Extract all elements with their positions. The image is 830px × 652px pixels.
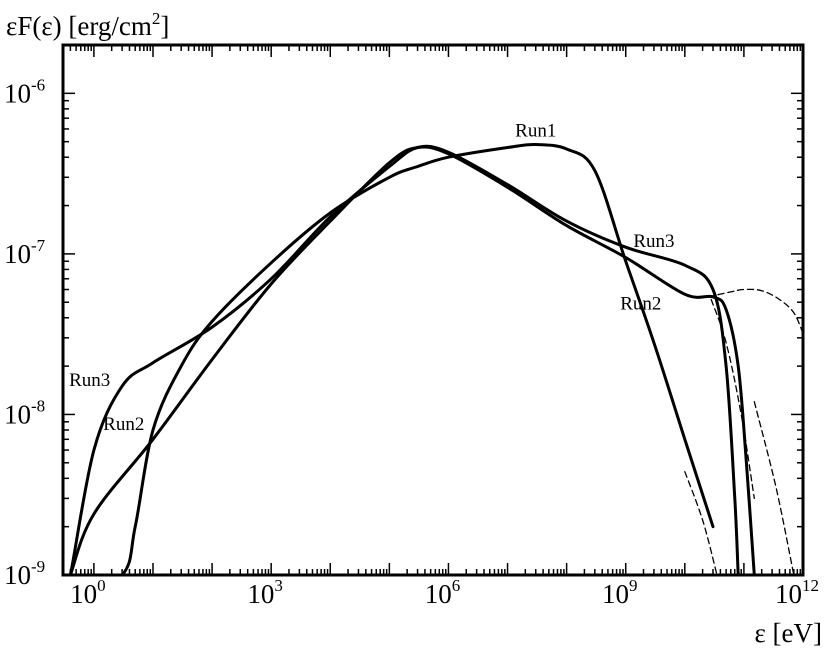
- y-axis-label: εF(ε) [erg/cm2]: [6, 9, 169, 41]
- series-run1-line: [119, 142, 715, 575]
- series-label: Run2: [620, 294, 661, 315]
- plot-border: [61, 43, 805, 577]
- y-tick-label: 10-8: [4, 396, 45, 429]
- dashed-line-6: [753, 401, 795, 575]
- tick-labels: 100 103 106 109 1012 10-6 10-7 10-8 10-9: [4, 75, 819, 609]
- series-label: Run2: [103, 414, 144, 435]
- series-label: Run3: [69, 370, 110, 391]
- x-tick-label: 103: [247, 576, 283, 609]
- series-run2-line: [68, 145, 756, 575]
- series-label: Run1: [515, 120, 556, 141]
- y-tick-label: 10-6: [4, 75, 45, 108]
- x-tick-label: 109: [602, 576, 638, 609]
- dashed-line-5: [684, 471, 718, 575]
- series-run3-line: [68, 144, 740, 575]
- series-group: [68, 142, 803, 575]
- y-tick-label: 10-9: [4, 557, 45, 590]
- y-tick-label: 10-7: [4, 236, 46, 269]
- x-axis-label: ε [eV]: [754, 618, 822, 648]
- series-label: Run3: [633, 231, 674, 252]
- dashed-line-4: [710, 298, 755, 500]
- axis-ticks: [62, 44, 804, 576]
- x-tick-label: 1012: [775, 576, 819, 609]
- x-tick-label: 106: [425, 576, 461, 609]
- plot-frame: [61, 43, 805, 577]
- dashed-line-3: [707, 288, 803, 334]
- x-tick-label: 100: [70, 576, 106, 609]
- annotations: Run1 Run3 Run2 Run3 Run2: [69, 120, 674, 435]
